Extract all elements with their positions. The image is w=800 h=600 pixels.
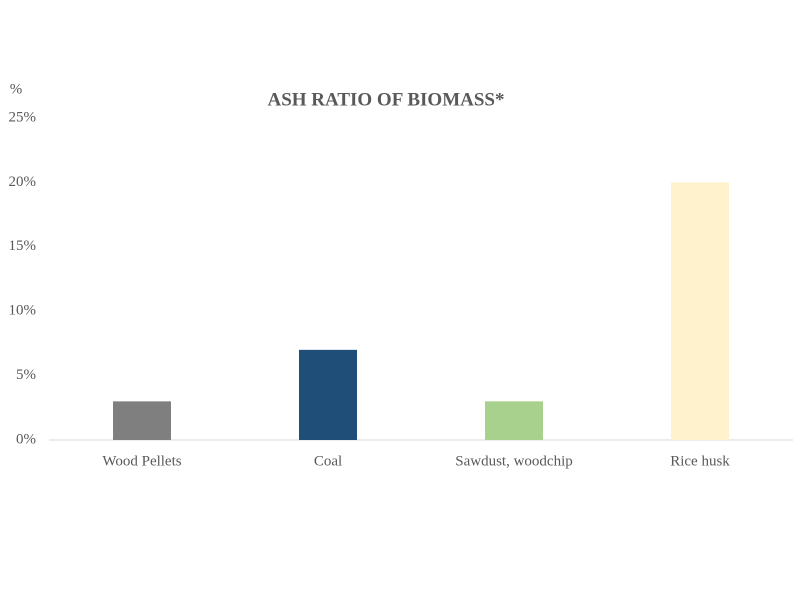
y-tick-label: 0% — [16, 431, 36, 447]
bar — [299, 349, 357, 440]
y-tick-label: 15% — [9, 238, 37, 254]
bar — [671, 182, 729, 440]
bar — [113, 401, 171, 440]
y-axis-label: % — [10, 81, 23, 97]
y-tick-label: 5% — [16, 367, 36, 383]
y-tick-label: 10% — [9, 303, 37, 319]
x-tick-label: Wood Pellets — [102, 453, 181, 469]
x-tick-label: Coal — [314, 453, 342, 469]
chart-title: ASH RATIO OF BIOMASS* — [267, 89, 504, 110]
x-tick-label: Sawdust, woodchip — [455, 453, 573, 469]
y-tick-label: 25% — [9, 109, 37, 125]
bar — [485, 401, 543, 440]
y-tick-label: 20% — [9, 174, 37, 190]
x-tick-label: Rice husk — [670, 453, 730, 469]
